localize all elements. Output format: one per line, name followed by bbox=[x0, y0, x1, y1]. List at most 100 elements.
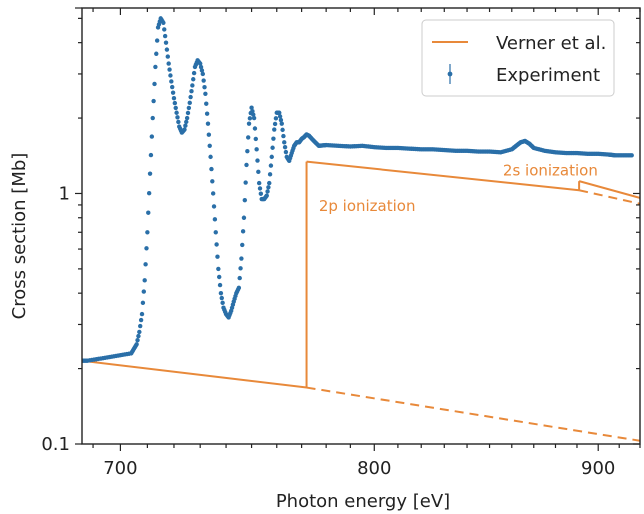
experiment-point bbox=[182, 127, 187, 132]
model-segment-5 bbox=[306, 386, 640, 442]
experiment-point bbox=[201, 78, 206, 83]
experiment-point bbox=[280, 127, 285, 133]
experiment-point bbox=[265, 189, 270, 194]
x-tick-label: 700 bbox=[103, 458, 137, 479]
experiment-point bbox=[246, 121, 252, 126]
experiment-point bbox=[190, 83, 195, 88]
experiment-point bbox=[629, 153, 634, 158]
experiment-point bbox=[162, 27, 167, 32]
experiment-point bbox=[242, 197, 248, 203]
model-segment-4 bbox=[578, 180, 640, 199]
experiment-point bbox=[205, 121, 211, 126]
experiment-point bbox=[243, 180, 248, 185]
experiment-point bbox=[175, 115, 180, 120]
experiment-point bbox=[186, 105, 192, 111]
experiment-point bbox=[214, 242, 219, 247]
legend-label-experiment: Experiment bbox=[496, 65, 600, 86]
experiment-point bbox=[264, 193, 269, 198]
experiment-point bbox=[272, 121, 278, 127]
y-tick-label: 1 bbox=[59, 183, 70, 204]
experiment-point bbox=[148, 152, 154, 158]
experiment-point bbox=[165, 54, 170, 59]
experiment-point bbox=[191, 70, 197, 76]
experiment-layer bbox=[82, 16, 634, 363]
experiment-point bbox=[203, 91, 208, 96]
experiment-point bbox=[191, 77, 196, 82]
experiment-point bbox=[278, 117, 284, 123]
legend: Verner et al. Experiment bbox=[421, 19, 615, 97]
experiment-point bbox=[240, 229, 246, 234]
experiment-point bbox=[138, 317, 144, 323]
legend-marker-experiment bbox=[447, 71, 453, 77]
experiment-point bbox=[218, 290, 224, 296]
model-layer bbox=[82, 160, 640, 442]
experiment-point bbox=[189, 89, 194, 94]
experiment-point bbox=[273, 116, 279, 121]
experiment-point bbox=[173, 105, 178, 111]
experiment-point bbox=[134, 342, 139, 347]
y-tick-label: 0.1 bbox=[41, 434, 70, 455]
model-segment-6 bbox=[578, 189, 640, 205]
experiment-point bbox=[141, 289, 146, 294]
experiment-point bbox=[207, 143, 212, 148]
experiment-point bbox=[209, 166, 214, 172]
experiment-point bbox=[185, 110, 191, 116]
experiment-point bbox=[153, 64, 158, 70]
experiment-point bbox=[206, 132, 212, 137]
experiment-point bbox=[283, 149, 289, 155]
model-segment-0 bbox=[82, 359, 307, 389]
experiment-point bbox=[267, 180, 272, 186]
experiment-point bbox=[174, 110, 179, 115]
experiment-point bbox=[154, 51, 159, 56]
experiment-point bbox=[210, 191, 216, 196]
experiment-point bbox=[146, 210, 151, 215]
experiment-point bbox=[269, 154, 274, 160]
experiment-point bbox=[137, 329, 142, 335]
experiment-point bbox=[170, 84, 175, 90]
experiment-point bbox=[279, 121, 284, 126]
experiment-point bbox=[166, 61, 171, 66]
experiment-point bbox=[204, 101, 209, 106]
experiment-point bbox=[241, 215, 247, 220]
experiment-point bbox=[238, 266, 243, 271]
experiment-point bbox=[246, 135, 251, 140]
experiment-point bbox=[268, 163, 274, 168]
experiment-point bbox=[184, 119, 189, 125]
experiment-point bbox=[143, 262, 148, 267]
experiment-point bbox=[237, 275, 242, 281]
experiment-point bbox=[281, 133, 286, 139]
annotation-2p-ionization: 2p ionization bbox=[319, 197, 416, 215]
experiment-point bbox=[187, 100, 192, 106]
experiment-point bbox=[266, 185, 271, 190]
x-axis-label: Photon energy [eV] bbox=[276, 491, 450, 512]
experiment-point bbox=[176, 119, 181, 125]
experiment-point bbox=[245, 148, 250, 154]
experiment-point bbox=[249, 105, 254, 110]
experiment-point bbox=[161, 20, 166, 26]
experiment-point bbox=[170, 90, 176, 95]
experiment-point bbox=[216, 266, 221, 272]
experiment-point bbox=[211, 204, 217, 209]
experiment-point bbox=[184, 115, 190, 121]
experiment-point bbox=[213, 230, 218, 235]
experiment-point bbox=[204, 111, 210, 116]
experiment-point bbox=[251, 112, 256, 117]
experiment-point bbox=[169, 79, 174, 84]
experiment-point bbox=[250, 108, 255, 114]
experiment-point bbox=[146, 190, 152, 196]
experiment-point bbox=[188, 94, 193, 100]
experiment-point bbox=[244, 162, 249, 168]
experiment-point bbox=[151, 98, 156, 104]
experiment-point bbox=[147, 171, 153, 176]
experiment-point bbox=[163, 40, 169, 45]
experiment-point bbox=[202, 84, 207, 90]
experiment-point bbox=[145, 230, 150, 235]
ticks-layer: 700 800 900 0.1 1 bbox=[41, 7, 641, 479]
experiment-point bbox=[219, 295, 224, 301]
experiment-point bbox=[154, 38, 160, 43]
experiment-point bbox=[277, 114, 283, 119]
x-tick-label: 900 bbox=[581, 458, 615, 479]
experiment-point bbox=[236, 285, 242, 291]
experiment-point bbox=[267, 172, 273, 177]
